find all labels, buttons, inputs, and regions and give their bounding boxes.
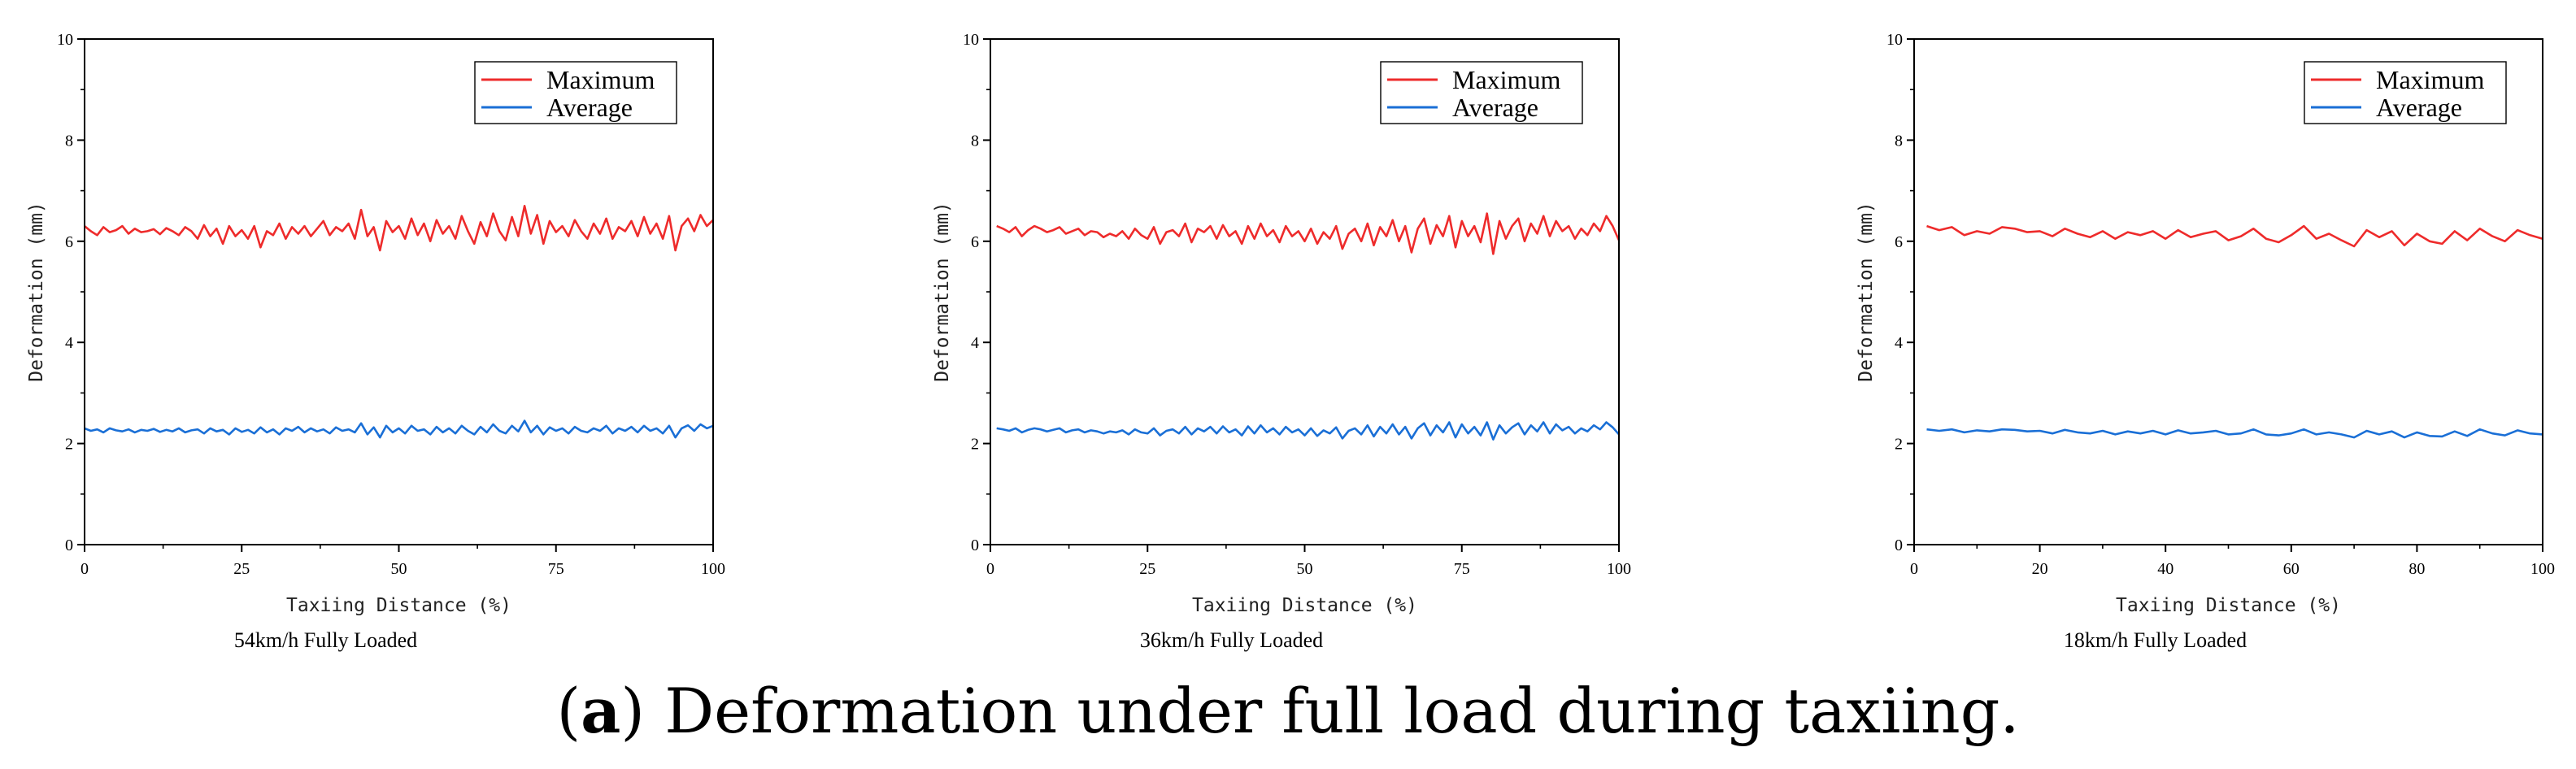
caption-open-paren: (: [556, 675, 581, 747]
y-tick-label: 2: [971, 436, 979, 454]
caption-close-paren: ): [620, 675, 646, 747]
chart-subtitle: 54km/h Fully Loaded: [234, 628, 417, 652]
y-tick-label: 8: [65, 132, 73, 150]
x-tick-label: 100: [1607, 560, 1631, 578]
y-tick-label: 8: [971, 132, 979, 150]
x-tick-label: 100: [701, 560, 725, 578]
y-tick-label: 0: [65, 537, 73, 554]
x-tick-label: 100: [2530, 560, 2555, 578]
y-axis-label: Deformation (mm): [932, 202, 953, 382]
x-tick-label: 40: [2157, 560, 2174, 578]
caption-label: a: [581, 675, 621, 747]
y-tick-label: 4: [971, 334, 979, 352]
y-tick-label: 2: [1895, 436, 1903, 454]
y-tick-label: 4: [1895, 334, 1903, 352]
y-axis-label: Deformation (mm): [1856, 202, 1877, 382]
y-tick-label: 2: [65, 436, 73, 454]
x-tick-label: 60: [2283, 560, 2300, 578]
legend-box: [1380, 61, 1583, 124]
chart-subtitle: 36km/h Fully Loaded: [1140, 628, 1323, 652]
series-line-average: [84, 419, 714, 439]
x-tick-label: 75: [548, 560, 564, 578]
series-line-maximum: [84, 205, 714, 252]
y-tick-label: 4: [65, 334, 73, 352]
y-tick-label: 6: [971, 233, 979, 251]
y-tick-label: 0: [971, 537, 979, 554]
series-line-average: [996, 421, 1620, 441]
x-tick-label: 80: [2408, 560, 2425, 578]
x-axis-label: Taxiing Distance (%): [1192, 595, 1417, 616]
legend-label-maximum: Maximum: [546, 65, 655, 94]
y-tick-label: 10: [1886, 31, 1903, 49]
series-line-maximum: [996, 212, 1621, 255]
legend-label-average: Average: [1452, 93, 1538, 122]
x-axis-label: Taxiing Distance (%): [286, 595, 511, 616]
x-tick-label: 50: [1297, 560, 1313, 578]
legend-label-maximum: Maximum: [2376, 65, 2484, 94]
x-tick-label: 20: [2032, 560, 2048, 578]
x-tick-label: 25: [1139, 560, 1155, 578]
x-tick-label: 25: [233, 560, 250, 578]
legend-label-average: Average: [546, 93, 633, 122]
x-tick-label: 0: [1910, 560, 1918, 578]
x-tick-label: 75: [1454, 560, 1470, 578]
y-tick-label: 8: [1895, 132, 1903, 150]
y-tick-label: 6: [65, 233, 73, 251]
x-axis-label: Taxiing Distance (%): [2116, 595, 2341, 616]
x-tick-label: 0: [80, 560, 89, 578]
x-tick-label: 0: [986, 560, 994, 578]
chart-subtitle: 18km/h Fully Loaded: [2064, 628, 2247, 652]
series-line-maximum: [1926, 224, 2543, 248]
series-line-average: [1926, 428, 2543, 439]
y-axis-label: Deformation (mm): [26, 202, 47, 382]
caption-text: Deformation under full load during taxii…: [645, 675, 2020, 747]
figure-caption: (a) Deformation under full load during t…: [0, 675, 2576, 747]
legend-box: [474, 61, 677, 124]
legend-label-average: Average: [2376, 93, 2462, 122]
y-tick-label: 0: [1895, 537, 1903, 554]
legend-box: [2304, 61, 2507, 124]
y-tick-label: 10: [57, 31, 73, 49]
x-tick-label: 50: [391, 560, 407, 578]
y-tick-label: 6: [1895, 233, 1903, 251]
legend-label-maximum: Maximum: [1452, 65, 1560, 94]
y-tick-label: 10: [963, 31, 979, 49]
